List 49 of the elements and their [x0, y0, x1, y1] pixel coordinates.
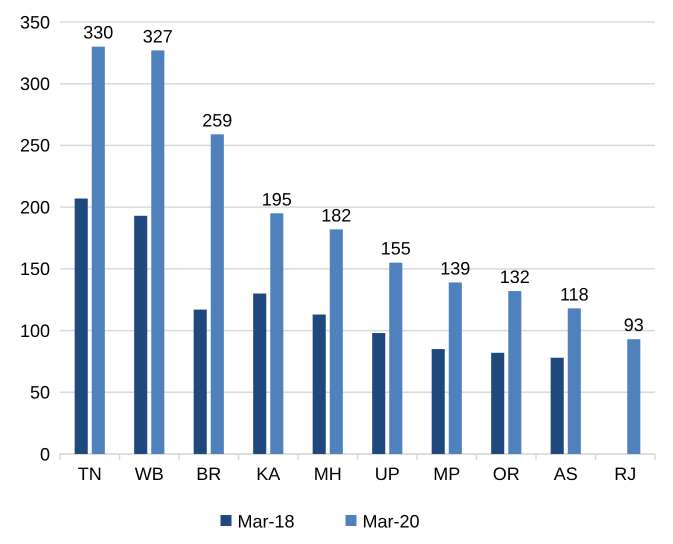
y-tick-label: 0	[40, 444, 50, 464]
x-tick-label: AS	[554, 464, 578, 484]
x-tick-label: MP	[433, 464, 460, 484]
y-tick-label: 250	[20, 136, 50, 156]
bar	[194, 310, 207, 454]
bar	[550, 358, 564, 454]
data-label: 259	[202, 110, 232, 130]
bar	[270, 213, 284, 454]
bar	[253, 294, 266, 454]
data-label: 155	[380, 238, 411, 259]
bar	[330, 229, 343, 454]
x-tick-label: TN	[78, 464, 102, 484]
x-tick-label: WB	[134, 464, 164, 484]
bar	[491, 352, 504, 454]
y-tick-label: 100	[20, 320, 50, 341]
y-tick-label: 350	[20, 12, 50, 32]
y-tick-label: 50	[30, 382, 50, 403]
bar	[134, 216, 148, 454]
legend-label: Mar-18	[238, 511, 295, 532]
bar	[627, 339, 640, 454]
x-tick-label: BR	[196, 464, 222, 484]
data-label: 93	[624, 315, 644, 336]
bar	[92, 46, 105, 454]
x-tick-label: UP	[374, 464, 400, 484]
y-tick-label: 150	[20, 259, 50, 280]
data-label: 139	[440, 258, 470, 278]
bar	[508, 291, 522, 454]
x-tick-label: OR	[492, 464, 520, 484]
data-label: 327	[142, 26, 173, 46]
data-label: 195	[262, 189, 292, 210]
bar	[448, 282, 462, 454]
legend-label: Mar-20	[362, 511, 420, 532]
x-tick-label: KA	[256, 464, 280, 484]
bar	[151, 50, 164, 454]
bar	[74, 198, 88, 454]
bar	[312, 314, 326, 454]
x-tick-label: MH	[314, 464, 342, 484]
bar	[372, 333, 386, 454]
bar	[389, 262, 402, 454]
data-label: 182	[321, 205, 352, 226]
data-label: 132	[500, 267, 530, 288]
bar	[568, 308, 581, 454]
bar	[432, 349, 445, 454]
y-tick-label: 200	[20, 197, 50, 218]
data-label: 118	[560, 284, 589, 304]
data-label: 330	[83, 22, 114, 43]
bar	[210, 134, 224, 454]
y-tick-label: 300	[20, 74, 50, 94]
x-tick-label: RJ	[614, 464, 636, 484]
